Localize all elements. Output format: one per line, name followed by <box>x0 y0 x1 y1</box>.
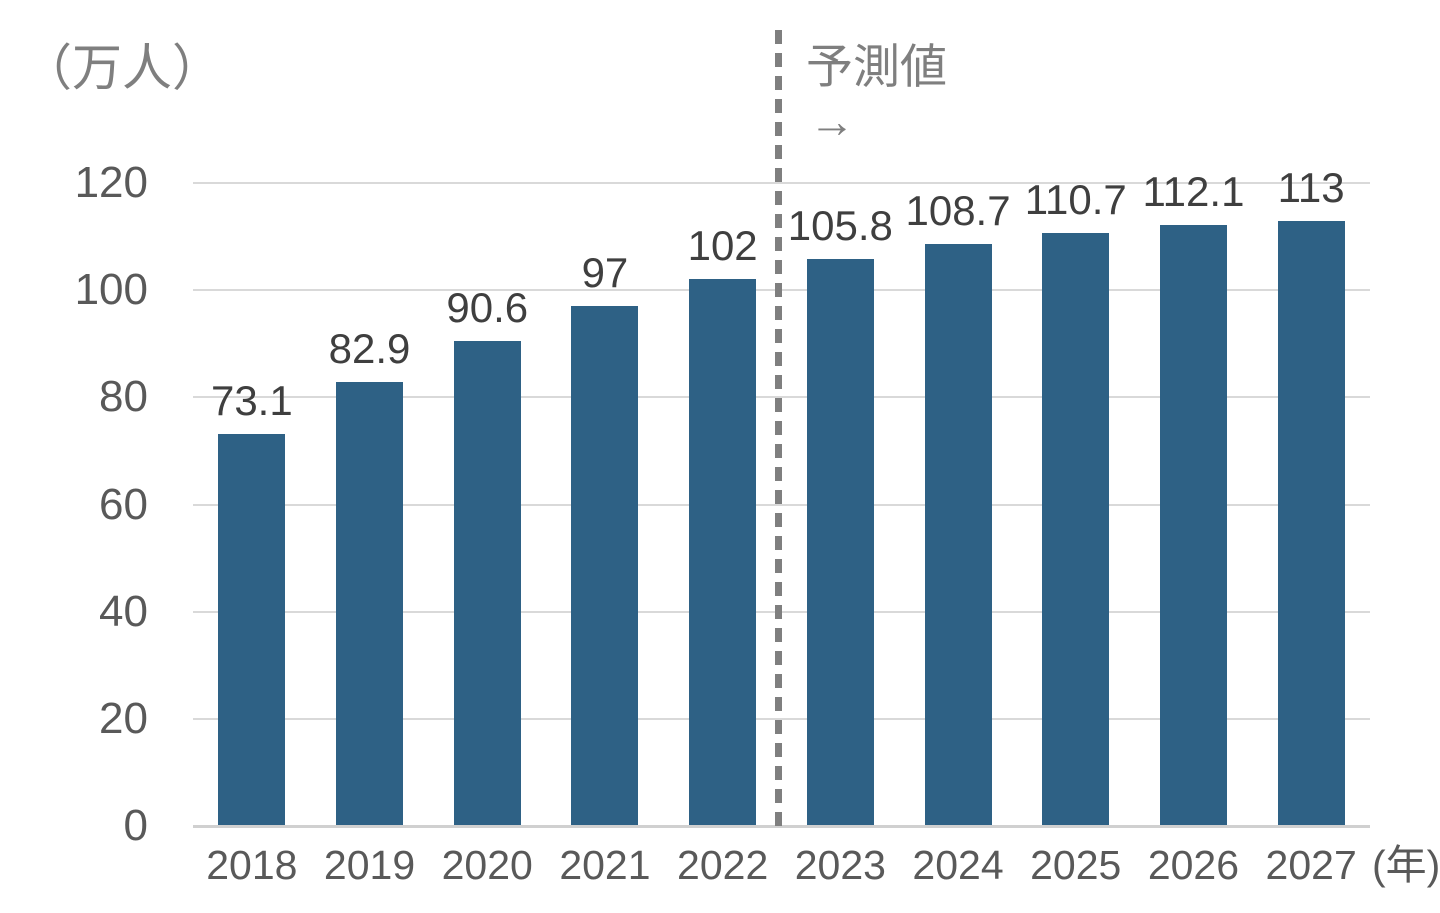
bar <box>924 243 992 825</box>
bar-value-label: 108.7 <box>905 186 1011 234</box>
bar-value-label: 73.1 <box>210 377 293 425</box>
bar-value-label: 110.7 <box>1024 175 1127 223</box>
forecast-divider-line <box>775 30 782 826</box>
bar-value-label: 82.9 <box>328 324 411 372</box>
bar <box>336 381 404 825</box>
bar <box>1042 232 1110 825</box>
bar <box>806 259 874 825</box>
y-tick-label: 20 <box>99 693 148 743</box>
bar <box>218 434 286 825</box>
x-tick-label: 2021 <box>559 842 651 888</box>
x-tick-label: 2020 <box>441 842 533 888</box>
y-tick-label: 80 <box>99 372 148 422</box>
x-tick-label: 2018 <box>206 842 298 888</box>
x-axis-unit-label: (年) <box>1372 842 1440 888</box>
bar <box>453 340 521 825</box>
y-tick-label: 0 <box>123 801 148 850</box>
bar <box>1277 220 1345 825</box>
bar-value-label: 97 <box>581 249 629 297</box>
x-axis-line <box>193 825 1370 828</box>
y-tick-label: 120 <box>74 158 148 207</box>
bar <box>1159 225 1227 825</box>
bar-value-label: 113 <box>1277 163 1345 211</box>
forecast-annotation-label: 予測値 <box>806 40 947 93</box>
bar-value-label: 90.6 <box>446 283 529 331</box>
forecast-arrow-icon: → <box>809 95 855 147</box>
bar-value-label: 112.1 <box>1142 168 1245 216</box>
y-tick-label: 60 <box>99 479 148 529</box>
y-axis-unit-label: （万人） <box>22 40 222 96</box>
bar-value-label: 105.8 <box>787 202 893 250</box>
x-tick-label: 2022 <box>677 842 769 888</box>
x-tick-label: 2027 <box>1265 842 1357 888</box>
y-tick-label: 100 <box>74 265 148 315</box>
x-tick-label: 2019 <box>323 842 416 888</box>
x-tick-label: 2025 <box>1030 842 1122 888</box>
bar <box>571 306 639 825</box>
bar <box>689 279 757 825</box>
x-tick-label: 2024 <box>912 842 1004 888</box>
y-tick-label: 40 <box>99 586 148 636</box>
x-tick-label: 2026 <box>1147 842 1240 888</box>
bar-value-label: 102 <box>687 222 758 270</box>
x-tick-label: 2023 <box>794 842 886 888</box>
